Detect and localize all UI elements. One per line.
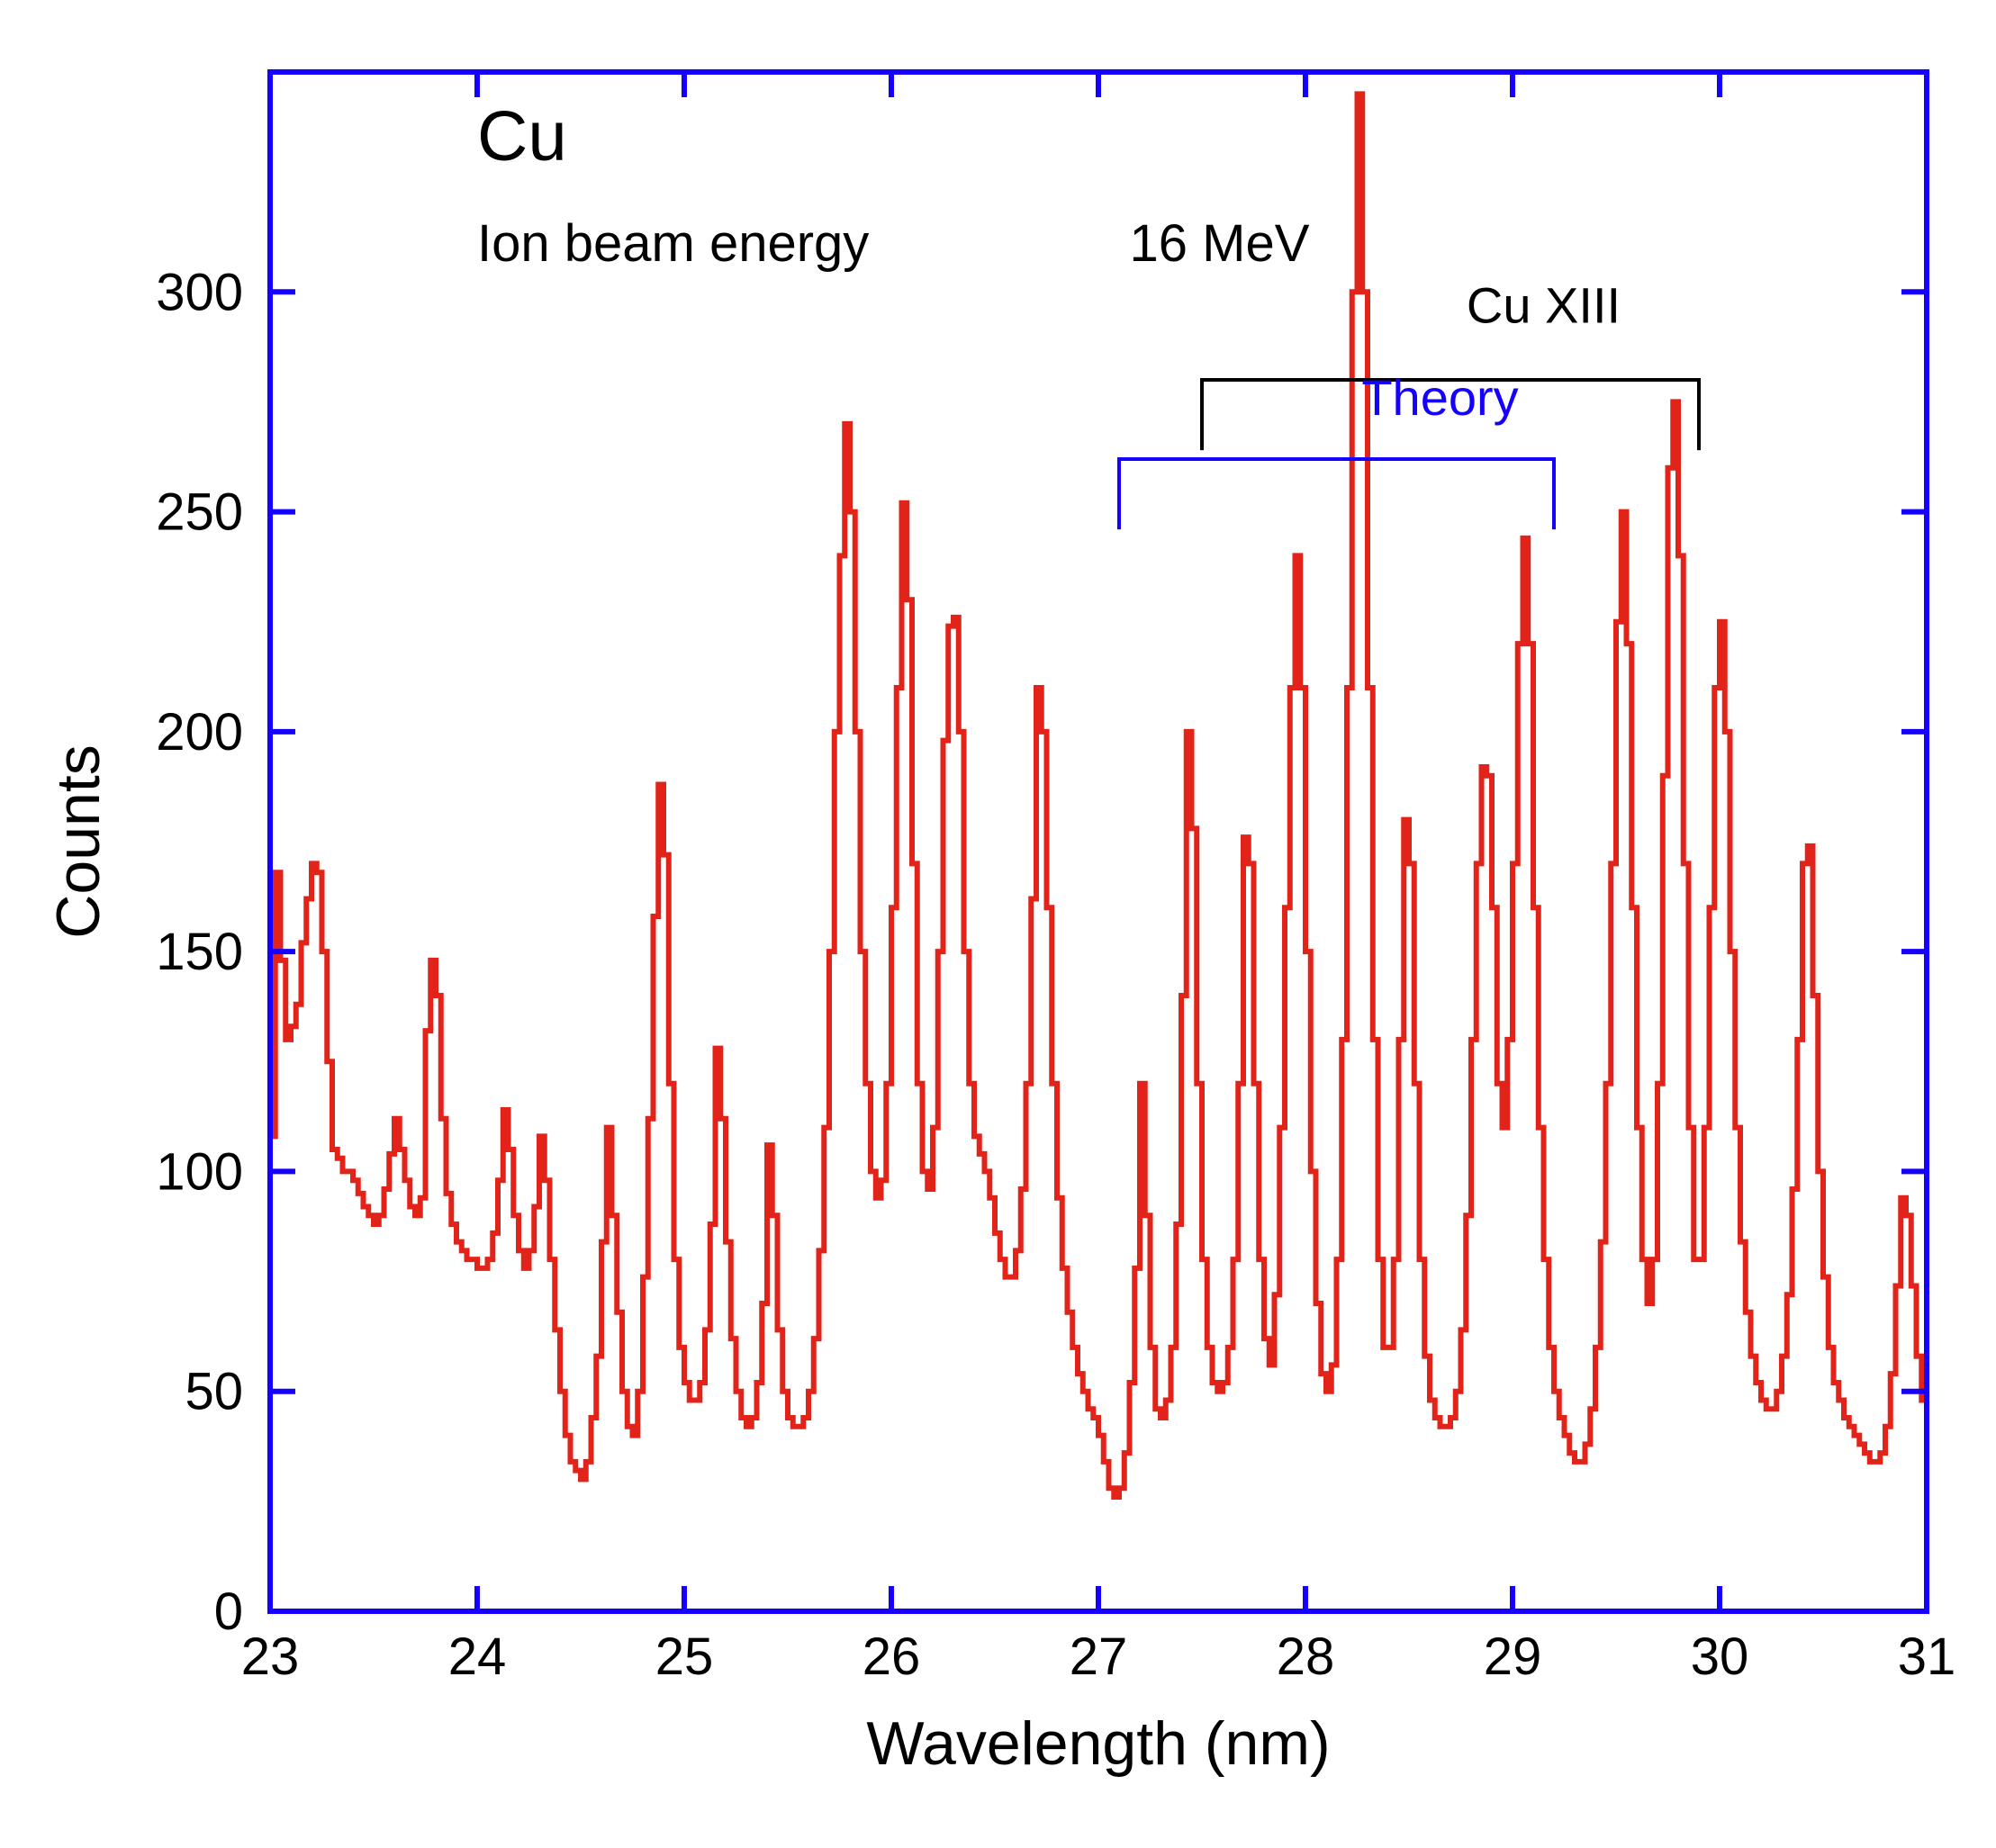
xtick-label: 24 [448,1627,507,1686]
ytick-label: 100 [156,1142,243,1201]
xtick-label: 27 [1070,1627,1128,1686]
ytick-label: 300 [156,263,243,321]
chart-svg: 23 24 25 26 27 28 29 30 31 0 50 100 150 200 250 300 Wave… [0,0,1996,1848]
ytick-label: 200 [156,703,243,762]
annot-subtitle-a: Ion beam energy [477,214,869,273]
spectrum-chart: 23 24 25 26 27 28 29 30 31 0 50 100 150 200 250 300 Wave… [0,0,1996,1848]
chart-bg [0,0,1996,1848]
annot-element: Cu [477,96,567,176]
annot-subtitle-b: 16 MeV [1130,214,1310,273]
ytick-label: 250 [156,483,243,542]
xtick-label: 23 [241,1627,300,1686]
xtick-label: 26 [863,1627,921,1686]
annot-cu-xiii: Cu XIII [1467,276,1621,333]
ytick-label: 50 [185,1363,243,1421]
ytick-label: 150 [156,923,243,981]
y-axis-label: Counts [44,744,113,938]
ytick-label: 0 [214,1582,243,1641]
x-axis-label: Wavelength (nm) [866,1709,1330,1778]
xtick-label: 30 [1691,1627,1749,1686]
annot-theory: Theory [1361,369,1518,426]
xtick-label: 29 [1484,1627,1542,1686]
xtick-label: 25 [655,1627,714,1686]
xtick-label: 31 [1898,1627,1956,1686]
xtick-label: 28 [1277,1627,1335,1686]
